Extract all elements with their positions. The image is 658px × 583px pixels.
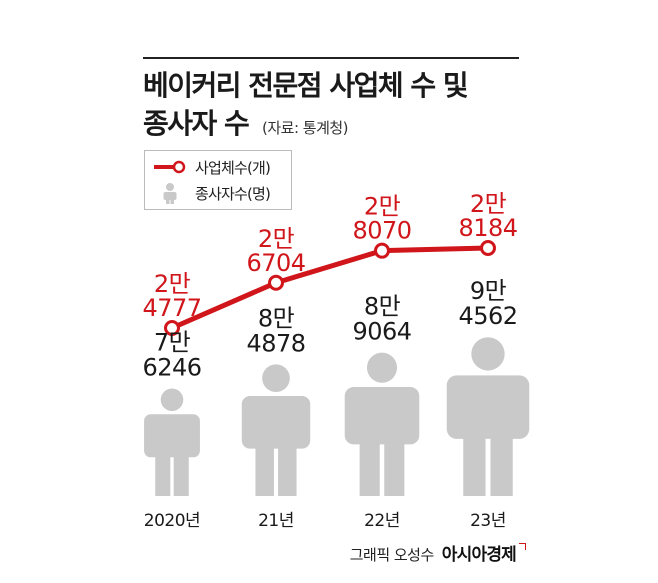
data-label-employees: 6246 bbox=[142, 354, 201, 382]
legend-item-businesses: 사업체수(개) bbox=[153, 155, 271, 179]
data-label-employees: 9064 bbox=[352, 318, 411, 346]
data-label-employees: 9만 bbox=[470, 277, 507, 305]
legend-item-employees: 종사자수(명) bbox=[153, 181, 271, 205]
data-label-businesses: 2만 bbox=[258, 225, 295, 253]
data-label-employees: 4878 bbox=[246, 329, 305, 357]
person-leg bbox=[463, 436, 486, 496]
data-label-businesses: 2만 bbox=[154, 270, 191, 298]
legend: 사업체수(개) 종사자수(명) bbox=[144, 150, 292, 210]
data-label-businesses: 6704 bbox=[246, 249, 305, 277]
source-note: (자료: 통계청) bbox=[262, 119, 349, 137]
person-head bbox=[366, 352, 398, 383]
data-label-businesses: 8070 bbox=[352, 217, 411, 245]
data-label-businesses: 2만 bbox=[364, 193, 401, 221]
x-tick-label: 21년 bbox=[258, 511, 294, 531]
person-leg bbox=[173, 455, 189, 496]
person-body bbox=[344, 387, 420, 445]
data-label-businesses: 8184 bbox=[458, 214, 517, 242]
data-label-employees: 8만 bbox=[364, 293, 401, 321]
data-label-businesses: 4777 bbox=[142, 294, 201, 322]
person-head bbox=[160, 388, 184, 412]
person-head bbox=[471, 337, 505, 371]
person-leg bbox=[155, 455, 171, 496]
x-tick-label: 2020년 bbox=[144, 511, 200, 531]
credit-graphic-by: 그래픽 오성수 bbox=[349, 546, 435, 564]
person-body bbox=[144, 414, 200, 458]
x-tick-label: 22년 bbox=[364, 511, 400, 531]
person-figure bbox=[144, 388, 200, 496]
data-point-businesses bbox=[374, 242, 390, 259]
person-body bbox=[241, 395, 311, 449]
legend-label-employees: 종사자수(명) bbox=[195, 184, 271, 203]
legend-label-businesses: 사업체수(개) bbox=[195, 158, 271, 177]
data-point-businesses bbox=[164, 320, 180, 336]
person-leg bbox=[490, 436, 513, 496]
data-label-employees: 8만 bbox=[258, 304, 295, 332]
brand-mark-icon bbox=[519, 543, 526, 550]
data-label-employees: 7만 bbox=[154, 329, 191, 357]
chart-title-line2: 종사자 수 bbox=[143, 107, 250, 140]
data-label-employees: 4562 bbox=[458, 302, 517, 330]
person-figure bbox=[344, 352, 420, 496]
credit: 그래픽 오성수 아시아경제 bbox=[350, 540, 526, 565]
chart-title: 베이커리 전문점 사업체 수 및 bbox=[143, 69, 469, 102]
person-figure bbox=[446, 337, 530, 496]
data-label-businesses: 2만 bbox=[470, 190, 507, 218]
top-rule bbox=[143, 57, 519, 59]
data-point-businesses bbox=[268, 274, 284, 291]
person-head bbox=[262, 364, 290, 392]
person-figure bbox=[241, 364, 311, 496]
person-leg bbox=[384, 442, 405, 496]
line-marker-icon bbox=[154, 160, 186, 174]
person-leg bbox=[278, 446, 297, 496]
person-body bbox=[446, 375, 530, 439]
data-point-businesses bbox=[480, 240, 496, 256]
person-leg bbox=[255, 446, 274, 496]
person-icon bbox=[163, 183, 177, 204]
person-leg bbox=[359, 442, 380, 496]
series-line-businesses bbox=[171, 245, 489, 331]
x-tick-label: 23년 bbox=[470, 511, 506, 531]
credit-brand: 아시아경제 bbox=[441, 545, 517, 565]
